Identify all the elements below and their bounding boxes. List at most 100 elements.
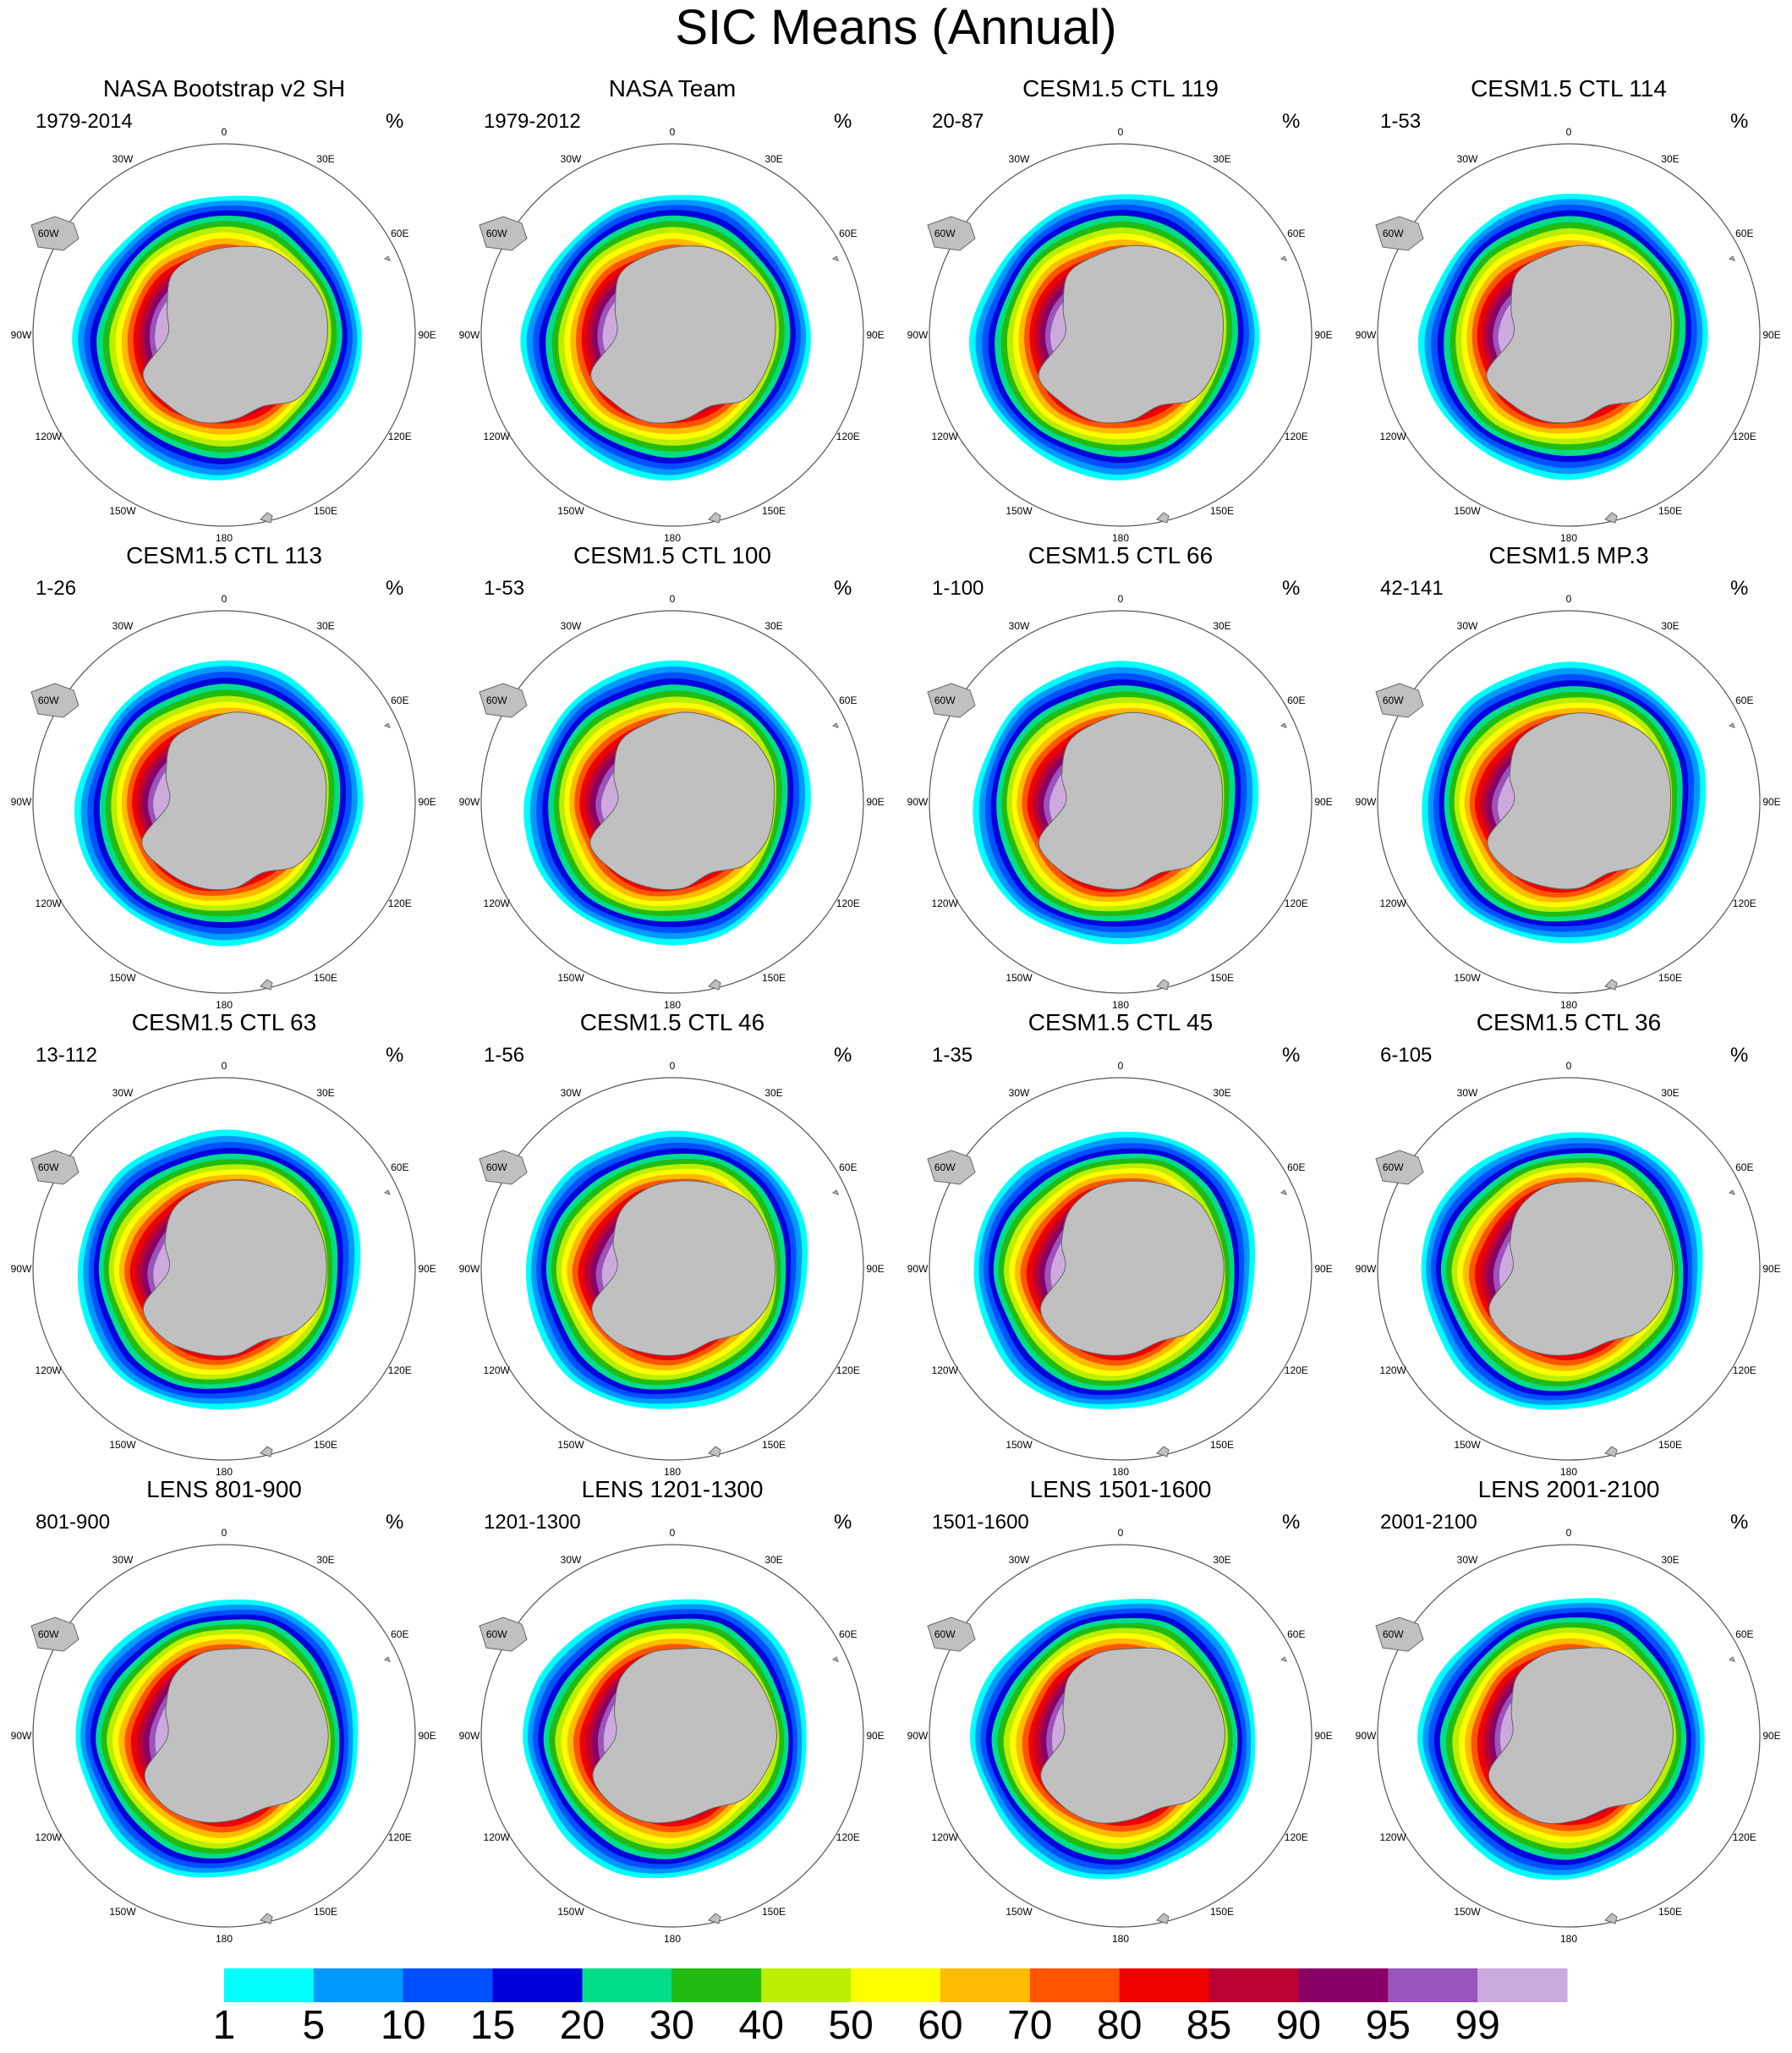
longitude-label: 90W xyxy=(11,1263,32,1275)
polar-map: 0 30E 60E 90E 120E 150E 180 150W 120W 90W 60W 30W xyxy=(907,126,1333,541)
longitude-label: 30W xyxy=(112,1087,134,1099)
longitude-label: 60W xyxy=(38,1628,59,1640)
longitude-label: 30E xyxy=(316,620,334,632)
panel-title: LENS 1201-1300 xyxy=(581,1476,764,1502)
longitude-label: 90W xyxy=(459,1263,480,1275)
polar-map: 0 30E 60E 90E 120E 150E 180 150W 120W 90W 60W 30W xyxy=(11,126,436,541)
longitude-label: 60E xyxy=(391,228,408,239)
longitude-label: 60E xyxy=(391,1161,408,1173)
longitude-label: 120E xyxy=(1285,1364,1308,1376)
map-panel: 0 30E 60E 90E 120E 150E 180 150W 120W 90W 60W 30W LE… xyxy=(448,1475,896,1942)
longitude-label: 60W xyxy=(1383,1161,1404,1173)
new-zealand-landmass xyxy=(260,512,273,524)
south-america-landmass xyxy=(30,216,79,251)
map-panel: 0 30E 60E 90E 120E 150E 180 150W 120W 90W 60W 30W CE… xyxy=(0,541,448,1008)
longitude-label: 60E xyxy=(1287,1628,1305,1640)
longitude-label: 150W xyxy=(557,505,584,517)
colorbar-label: 1 xyxy=(212,2003,236,2048)
longitude-label: 60W xyxy=(934,228,956,239)
longitude-label: 120W xyxy=(36,431,63,442)
longitude-label: 60W xyxy=(934,694,956,706)
polar-map: 0 30E 60E 90E 120E 150E 180 150W 120W 90W 60W 30W xyxy=(459,1060,885,1475)
longitude-label: 30E xyxy=(316,153,334,165)
longitude-label: 150E xyxy=(1210,972,1234,984)
colorbar-swatch xyxy=(1119,1968,1210,2002)
longitude-label: 60W xyxy=(38,694,59,706)
longitude-label: 90E xyxy=(1762,1730,1780,1742)
longitude-label: 60W xyxy=(934,1628,956,1640)
longitude-label: 60E xyxy=(1287,694,1305,706)
antarctica-landmass xyxy=(142,245,328,424)
panel-title: LENS 801-900 xyxy=(146,1476,302,1502)
longitude-label: 150E xyxy=(762,1906,786,1918)
longitude-label: 90W xyxy=(907,796,929,808)
polar-map: 0 30E 60E 90E 120E 150E 180 150W 120W 90W 60W 30W xyxy=(459,126,885,541)
longitude-label: 90W xyxy=(459,796,480,808)
colorbar-label: 30 xyxy=(649,2003,694,2048)
longitude-label: 90E xyxy=(418,1263,436,1275)
new-zealand-landmass xyxy=(1156,1913,1170,1924)
longitude-label: 120W xyxy=(1380,898,1407,909)
longitude-label: 120E xyxy=(836,431,860,442)
map-panel: 0 30E 60E 90E 120E 150E 180 150W 120W 90W 60W 30W CE… xyxy=(448,1008,896,1475)
longitude-label: 150E xyxy=(1658,1439,1682,1451)
longitude-label: 60W xyxy=(486,228,507,239)
panel-unit: % xyxy=(386,110,404,133)
longitude-label: 30W xyxy=(561,153,582,165)
longitude-label: 90E xyxy=(1314,1730,1332,1742)
longitude-label: 60W xyxy=(38,1161,59,1173)
south-america-landmass xyxy=(1375,216,1424,251)
longitude-label: 60E xyxy=(839,1161,857,1173)
map-panel: 0 30E 60E 90E 120E 150E 180 150W 120W 90W 60W 30W NA… xyxy=(0,74,448,541)
longitude-label: 120E xyxy=(836,1831,860,1843)
longitude-label: 90W xyxy=(907,329,929,341)
longitude-label: 120E xyxy=(388,1364,412,1376)
antarctica-landmass xyxy=(591,1180,776,1356)
polar-map: 0 30E 60E 90E 120E 150E 180 150W 120W 90W 60W 30W xyxy=(1356,1060,1781,1475)
south-america-landmass xyxy=(927,216,976,251)
polar-map: 0 30E 60E 90E 120E 150E 180 150W 120W 90W 60W 30W xyxy=(459,1527,885,1942)
longitude-label: 0 xyxy=(222,1060,227,1072)
polar-map: 0 30E 60E 90E 120E 150E 180 150W 120W 90W 60W 30W xyxy=(11,1527,436,1942)
polar-map: 0 30E 60E 90E 120E 150E 180 150W 120W 90W 60W 30W xyxy=(907,1060,1333,1475)
map-panel: 0 30E 60E 90E 120E 150E 180 150W 120W 90W 60W 30W LE… xyxy=(896,1475,1345,1942)
south-america-landmass xyxy=(1375,1617,1424,1652)
longitude-label: 90E xyxy=(866,796,884,808)
longitude-label: 30W xyxy=(112,153,134,165)
new-zealand-landmass xyxy=(708,512,721,524)
panel-title: CESM1.5 CTL 100 xyxy=(573,542,771,568)
panel-period: 1-53 xyxy=(1380,110,1422,133)
kerguelen-island xyxy=(1280,722,1287,728)
kerguelen-island xyxy=(383,1189,391,1195)
longitude-label: 30W xyxy=(1009,1554,1030,1566)
colorbar-swatch xyxy=(403,1968,494,2002)
colorbar-label: 20 xyxy=(559,2003,606,2048)
colorbar-swatch xyxy=(582,1968,672,2002)
longitude-label: 30E xyxy=(764,1087,782,1099)
longitude-label: 150W xyxy=(1454,505,1481,517)
longitude-label: 120W xyxy=(1380,1831,1407,1843)
longitude-label: 30W xyxy=(1009,620,1030,632)
longitude-label: 30E xyxy=(1213,1554,1230,1566)
panel-unit: % xyxy=(1730,577,1749,600)
longitude-label: 180 xyxy=(664,532,681,541)
longitude-label: 60W xyxy=(1383,228,1404,239)
new-zealand-landmass xyxy=(1604,979,1618,991)
longitude-label: 180 xyxy=(216,1466,233,1475)
new-zealand-landmass xyxy=(708,1446,721,1457)
longitude-label: 0 xyxy=(1118,126,1124,138)
panel-title: CESM1.5 CTL 119 xyxy=(1022,75,1219,102)
panel-period: 6-105 xyxy=(1380,1044,1433,1067)
panel-title: CESM1.5 CTL 113 xyxy=(126,542,322,568)
antarctica-landmass xyxy=(592,1648,777,1824)
longitude-label: 60E xyxy=(1735,1628,1753,1640)
new-zealand-landmass xyxy=(1604,1446,1618,1457)
longitude-label: 30W xyxy=(1457,620,1478,632)
colorbar-swatch xyxy=(851,1968,941,2002)
longitude-label: 60W xyxy=(486,1628,507,1640)
map-panel: 0 30E 60E 90E 120E 150E 180 150W 120W 90W 60W 30W CE… xyxy=(1345,1008,1792,1475)
longitude-label: 120E xyxy=(1285,1831,1308,1843)
longitude-label: 0 xyxy=(670,1060,676,1072)
longitude-label: 90W xyxy=(1356,796,1377,808)
antarctica-landmass xyxy=(589,711,775,891)
